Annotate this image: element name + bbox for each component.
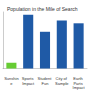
svg-text:Population in the Mile of Sear: Population in the Mile of Search [7,6,78,12]
svg-text:Sample: Sample [55,81,69,86]
svg-text:Impact: Impact [73,85,86,90]
svg-text:Parts: Parts [73,80,84,86]
svg-text:e: e [10,81,13,86]
svg-text:Earth: Earth [73,76,84,82]
svg-text:Fun: Fun [42,81,49,86]
svg-text:Sports: Sports [21,76,35,82]
svg-text:Student: Student [37,76,53,82]
svg-text:City of: City of [55,76,68,82]
svg-text:Impact: Impact [22,81,35,86]
svg-text:Sunshin: Sunshin [4,76,19,82]
